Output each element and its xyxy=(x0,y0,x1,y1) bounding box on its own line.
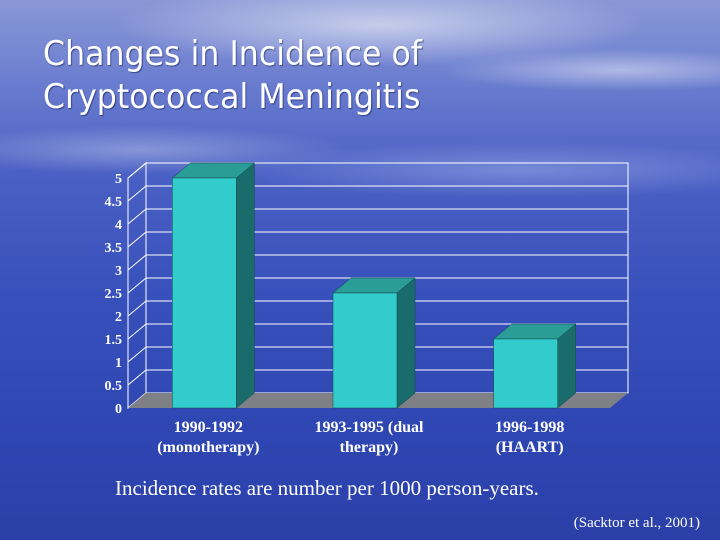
gridline-side-1 xyxy=(127,369,147,386)
y-tick-label-1: 0.5 xyxy=(105,379,123,394)
x-category-label-1-0: 1993-1995 (dual xyxy=(315,419,424,436)
gridline-side-7 xyxy=(127,231,147,248)
x-category-label-0-1: (monotherapy) xyxy=(157,439,259,456)
x-category-label-2-0: 1996-1998 xyxy=(495,419,564,436)
gridline-side-5 xyxy=(127,277,147,294)
y-tick-label-8: 4 xyxy=(115,218,122,233)
x-category-label-1-1: therapy) xyxy=(340,439,399,456)
gridline-side-2 xyxy=(127,346,147,363)
y-tick-label-7: 3.5 xyxy=(105,241,123,256)
bar-side-1 xyxy=(396,277,416,409)
y-tick-label-3: 1.5 xyxy=(105,333,123,348)
y-tick-label-0: 0 xyxy=(115,402,122,417)
footnote: Incidence rates are number per 1000 pers… xyxy=(115,476,539,500)
y-tick-label-4: 2 xyxy=(115,310,122,325)
gridline-side-6 xyxy=(127,254,147,271)
gridline-side-9 xyxy=(127,185,147,202)
slide-title: Changes in Incidence of Cryptococcal Men… xyxy=(43,33,564,119)
bar-side-0 xyxy=(236,162,255,409)
gridline-side-4 xyxy=(127,300,147,317)
bar-1 xyxy=(332,292,398,409)
y-tick-label-10: 5 xyxy=(115,172,122,187)
y-tick-label-2: 1 xyxy=(115,356,122,371)
bar-2 xyxy=(493,338,558,409)
gridline-side-10 xyxy=(127,162,147,179)
y-tick-label-6: 3 xyxy=(115,264,122,279)
citation: (Sacktor et al., 2001) xyxy=(573,515,700,531)
x-category-label-0-0: 1990-1992 xyxy=(174,419,243,436)
bar-0 xyxy=(172,177,237,409)
title-line-2: Cryptococcal Meningitis xyxy=(43,77,421,117)
x-category-label-2-1: (HAART) xyxy=(496,439,564,456)
y-tick-label-5: 2.5 xyxy=(105,287,123,302)
gridline-side-8 xyxy=(127,208,147,225)
gridline-side-3 xyxy=(127,323,147,340)
y-tick-label-9: 4.5 xyxy=(105,195,123,210)
title-line-1: Changes in Incidence of xyxy=(43,34,422,74)
